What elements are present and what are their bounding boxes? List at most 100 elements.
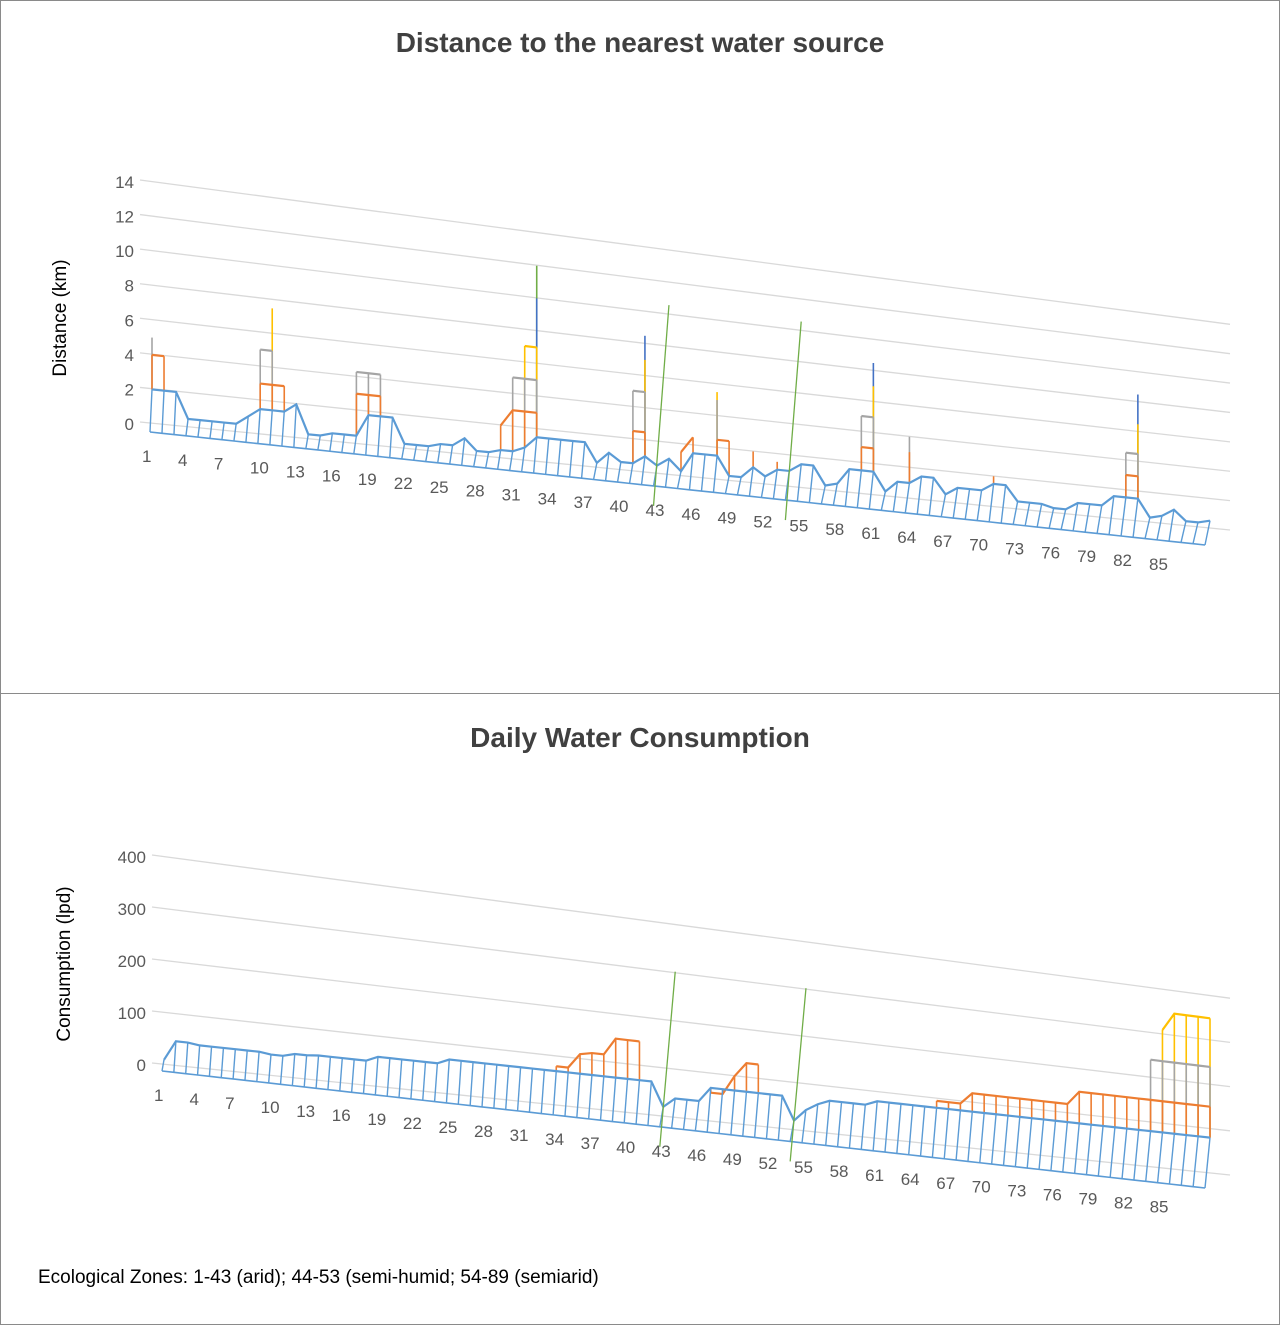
drop-line [952,487,959,519]
drop-line [765,1094,771,1139]
drop-line [907,1105,914,1155]
x-tick-label: 10 [250,459,269,478]
gridline [151,1010,1231,1132]
x-tick-label: 55 [794,1158,813,1177]
drop-line [410,1060,415,1099]
drop-line [389,417,394,458]
gridline [151,906,1231,1044]
drop-line [736,477,742,496]
drop-line [587,1074,593,1119]
x-tick-label: 37 [581,1134,600,1153]
drop-line [1120,497,1127,537]
drop-line [856,470,863,508]
drop-line [317,435,322,451]
series-line [260,348,273,352]
drop-line [940,494,947,517]
x-tick-label: 58 [830,1162,849,1181]
x-tick-label: 55 [789,516,808,535]
drop-line [449,445,454,465]
drop-line [1012,501,1019,525]
drop-line [233,423,237,442]
drop-line [904,482,911,513]
x-tick-label: 85 [1150,1198,1169,1217]
x-tick-label: 13 [296,1102,315,1121]
y-axis-label: Distance (km) [50,259,71,376]
x-tick-label: 34 [538,489,557,508]
drop-line [760,476,766,498]
series-line [499,409,537,427]
drop-line [635,1080,641,1125]
drop-line [327,1056,332,1090]
x-tick-label: 16 [322,466,341,485]
drop-line [232,1049,237,1080]
drop-line [445,1059,450,1103]
zone-boundary-line [652,305,670,506]
x-tick-label: 19 [367,1110,386,1129]
x-tick-label: 67 [936,1174,955,1193]
zone-boundary-line [784,321,802,521]
consumption-chart-title: Daily Water Consumption [470,722,810,753]
series-line [1150,1058,1211,1069]
x-tick-label: 19 [358,470,377,489]
drop-line [753,1093,760,1138]
gridline [151,958,1231,1088]
x-tick-label: 67 [933,532,952,551]
drop-line [688,453,694,490]
drop-line [398,1059,403,1098]
drop-line [623,1078,629,1123]
x-tick-label: 49 [717,509,736,528]
drop-line [244,1050,248,1081]
drop-line [196,1045,201,1076]
y-tick-label: 14 [115,173,134,192]
drop-line [742,1091,748,1137]
series-line [632,429,646,434]
consumption-chart: 0 100 200 300 400 Consumption (lpd) 1 4 7 10 13 16 1… [54,848,1231,1217]
x-tick-label: 43 [652,1142,671,1161]
x-tick-label: 58 [825,520,844,539]
x-tick-label: 46 [687,1146,706,1165]
drop-line [1084,504,1091,533]
x-tick-label: 46 [681,505,700,524]
drop-line [161,1059,165,1072]
x-tick-label: 31 [502,486,521,505]
drop-line [730,1090,736,1135]
drop-line [457,1060,462,1105]
x-tick-label: 64 [901,1170,920,1189]
drop-line [208,1046,213,1077]
drop-line [552,1071,557,1115]
drop-line [305,434,309,449]
drop-line [568,440,574,478]
drop-line [880,491,887,511]
gridline [139,317,1231,443]
drop-line [341,434,346,453]
drop-line [520,447,526,472]
drop-line [1168,1133,1176,1185]
drop-line [197,420,201,438]
drop-line [892,481,899,512]
drop-line [173,1041,177,1073]
drop-line [967,1111,973,1162]
drop-line [955,1110,962,1161]
series-line [680,436,694,453]
drop-line [718,1089,724,1134]
drop-line [1073,1123,1080,1174]
y-axis-label: Consumption (lpd) [54,886,75,1041]
drop-line [860,1104,866,1150]
gridline [139,386,1231,502]
drop-line [1108,496,1115,535]
drop-line [469,1062,474,1106]
drop-line [185,418,189,436]
drop-line [556,439,562,476]
drop-line [1038,1119,1045,1170]
drop-line [640,456,646,485]
x-tick-label: 40 [616,1138,635,1157]
drop-line [374,1056,379,1095]
drop-line [1145,1131,1152,1182]
drop-line [315,1055,320,1089]
drop-line [532,437,538,474]
y-tick-label: 0 [137,1056,146,1075]
drop-line [820,485,826,505]
drop-line [149,389,153,433]
drop-line [919,1106,926,1157]
